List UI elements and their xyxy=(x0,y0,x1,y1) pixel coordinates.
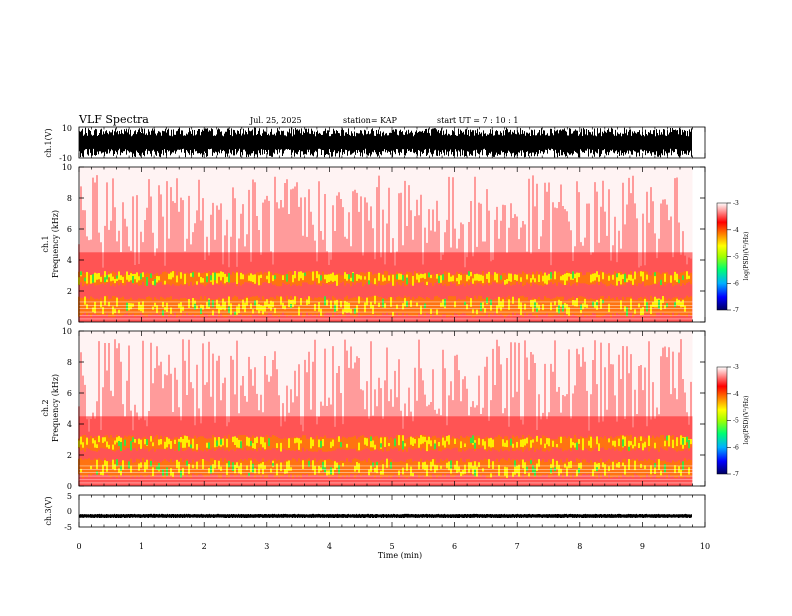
start-ut-label: start UT = 7 : 10 : 1 xyxy=(437,116,518,125)
spectrogram-ch1-band-1-green xyxy=(80,271,684,286)
colorbar-ch1 xyxy=(716,202,728,311)
waveform-ch3-panel: 5 0 -5 ch.3(V) xyxy=(44,492,706,532)
colorbar-ch1-tick-label: -6 xyxy=(733,280,739,287)
spectrogram-ch2-ylabel-line2: Frequency (kHz) xyxy=(51,374,60,442)
x-tick-label: 9 xyxy=(640,542,645,551)
spectrogram-ch2-band-1-green xyxy=(118,435,690,451)
x-tick-labels: 0 1 2 3 4 5 6 7 8 9 10 xyxy=(76,542,710,551)
waveform-ch1-panel: 10 -10 ch.1(V) xyxy=(44,124,706,163)
spectrogram-ch1-ylabel-line2: Frequency (kHz) xyxy=(51,210,60,278)
station-label: station= KAP xyxy=(343,116,398,125)
x-tick-label: 10 xyxy=(700,542,710,551)
ch3-ytick-bottom: -5 xyxy=(64,523,72,532)
spectrogram-ch1-ytick-label: 2 xyxy=(67,287,72,296)
waveform-ch1-trace xyxy=(79,127,692,158)
colorbar-ch2-tick-label: -7 xyxy=(733,471,739,478)
spectrogram-ch1-ytick-label: 4 xyxy=(67,256,72,265)
ch3-ytick-top: 5 xyxy=(67,492,72,501)
waveform-ch3-trace xyxy=(79,513,692,518)
spectrogram-ch1-ytick-label: 8 xyxy=(67,194,72,203)
x-tick-label: 1 xyxy=(139,542,144,551)
spectrogram-ch1-image xyxy=(78,167,693,323)
x-tick-label: 4 xyxy=(327,542,332,551)
spectrogram-ch1-ylabel-line1: ch.1 xyxy=(41,235,50,252)
x-tick-label: 3 xyxy=(264,542,269,551)
colorbar-ch2-tick-label: -4 xyxy=(733,391,739,398)
x-axis-label: Time (min) xyxy=(378,551,422,560)
ch1-ytick-bottom: -10 xyxy=(59,154,72,163)
colorbar-ch1-tick-label: -3 xyxy=(733,200,739,207)
colorbar-ch2-tick-label: -6 xyxy=(733,444,739,451)
waveform-ch3-line xyxy=(79,513,692,518)
figure-title: VLF Spectra xyxy=(78,113,149,126)
spectrogram-ch2-ytick-label: 2 xyxy=(67,451,72,460)
spectrogram-ch2-ylabel-line1: ch.2 xyxy=(41,399,50,416)
spectrogram-ch2-image xyxy=(78,331,693,487)
x-tick-label: 6 xyxy=(452,542,457,551)
colorbar-ch1-tick-label: -7 xyxy=(733,307,739,314)
x-tick-label: 7 xyxy=(515,542,520,551)
colorbar-ch2-tick-label: -5 xyxy=(733,418,739,425)
spectrogram-ch2-ytick-label: 0 xyxy=(67,482,72,491)
spectrogram-ch1-yticks: 0 2 4 6 8 10 xyxy=(62,163,705,327)
spectrogram-ch1-ytick-label: 10 xyxy=(62,163,72,172)
x-tick-label: 5 xyxy=(389,542,394,551)
x-tick-label: 2 xyxy=(202,542,207,551)
colorbar-ch1-tick-label: -4 xyxy=(733,227,739,234)
colorbar-ch1-label: log(PSD)(V²/Hz) xyxy=(743,232,750,281)
ch1-ytick-top: 10 xyxy=(62,124,72,133)
colorbar-ch2 xyxy=(716,366,728,475)
spectrogram-ch1-ytick-label: 0 xyxy=(67,318,72,327)
x-tick-label: 8 xyxy=(577,542,582,551)
colorbar-ch1-ticks: -3 -4 -5 -6 -7 xyxy=(727,200,739,314)
ch1-waveform-ylabel: ch.1(V) xyxy=(44,128,53,157)
ch3-waveform-ylabel: ch.3(V) xyxy=(44,496,53,525)
date-label: Jul. 25, 2025 xyxy=(249,116,302,125)
spectrogram-ch2-ytick-label: 8 xyxy=(67,358,72,367)
ch3-ytick-mid: 0 xyxy=(67,507,72,516)
spectrogram-ch2-ytick-label: 4 xyxy=(67,420,72,429)
x-tick-label: 0 xyxy=(76,542,81,551)
colorbar-ch2-ticks: -3 -4 -5 -6 -7 xyxy=(727,364,739,478)
waveform-ch1-line xyxy=(79,127,692,158)
spectrogram-ch1-band-0-green xyxy=(126,296,676,317)
colorbar-ch1-tick-label: -5 xyxy=(733,254,739,261)
spectrogram-ch1-ytick-label: 6 xyxy=(67,225,72,234)
spectrogram-ch2-yticks: 0 2 4 6 8 10 xyxy=(62,327,705,491)
spectrogram-ch2-ytick-label: 10 xyxy=(62,327,72,336)
colorbar-ch2-tick-label: -3 xyxy=(733,364,739,371)
time-ticks xyxy=(78,127,706,527)
colorbar-ch2-label: log(PSD)(V²/Hz) xyxy=(743,396,750,445)
spectrogram-ch2-ytick-label: 6 xyxy=(67,389,72,398)
